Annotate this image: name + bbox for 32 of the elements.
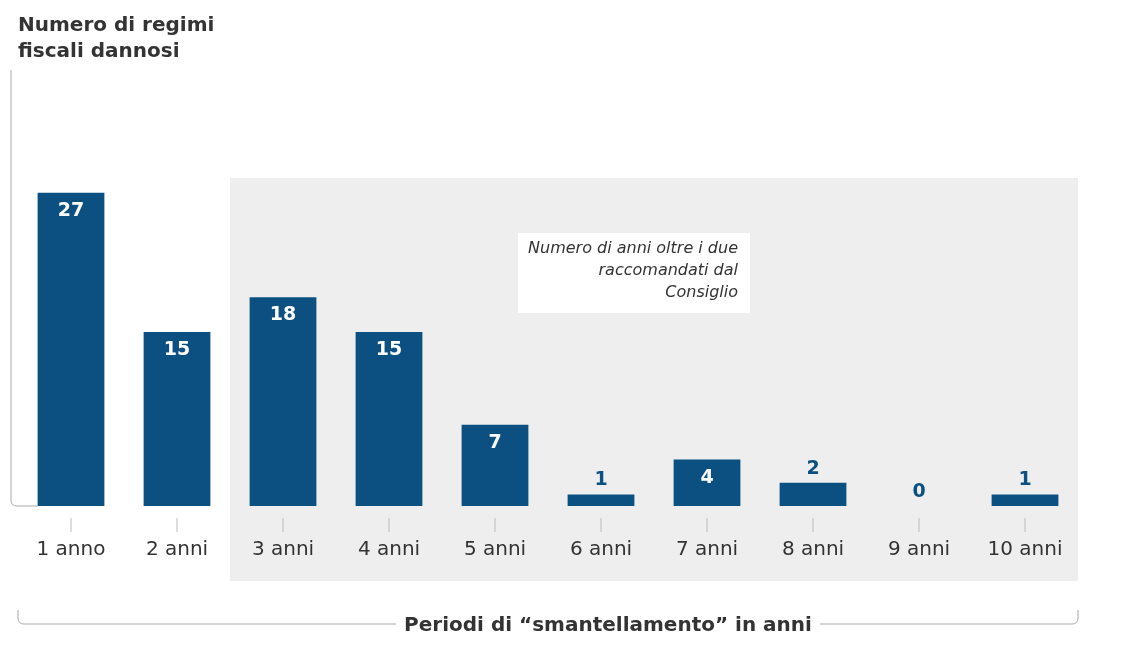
bar [461,424,529,506]
x-tick-label: 10 anni [987,536,1063,561]
band-label: Numero di anni oltre i due raccomandati dal Consiglio [528,238,739,302]
bar [143,332,211,506]
data-label: 1 [1018,467,1032,490]
x-tick-label: 4 anni [357,536,421,561]
bar [991,494,1059,506]
x-axis-title: Periodi di “smantellamento” in anni [404,612,812,637]
data-label: 15 [375,336,403,359]
bar [779,482,847,506]
data-label: 0 [912,478,926,501]
x-tick-label: 1 anno [36,536,106,561]
data-label: 27 [57,197,85,220]
x-tick-label: 6 anni [569,536,633,561]
data-label: 18 [269,302,297,325]
bar [249,297,317,506]
bar [673,459,741,506]
x-tick-label: 7 anni [675,536,739,561]
data-label: 15 [163,336,191,359]
data-label: 7 [488,429,502,452]
bar [37,192,105,506]
data-label: 1 [594,467,608,490]
bar [567,494,635,506]
x-tick-label: 9 anni [887,536,951,561]
x-tick-label: 5 anni [463,536,527,561]
text: Numero di regimi fiscali dannosi [18,12,215,63]
x-tick-label: 8 anni [781,536,845,561]
data-label: 4 [700,464,714,487]
data-label: 2 [806,455,820,478]
x-tick-label: 3 anni [251,536,315,561]
bar [355,332,423,506]
x-tick-label: 2 anni [145,536,209,561]
